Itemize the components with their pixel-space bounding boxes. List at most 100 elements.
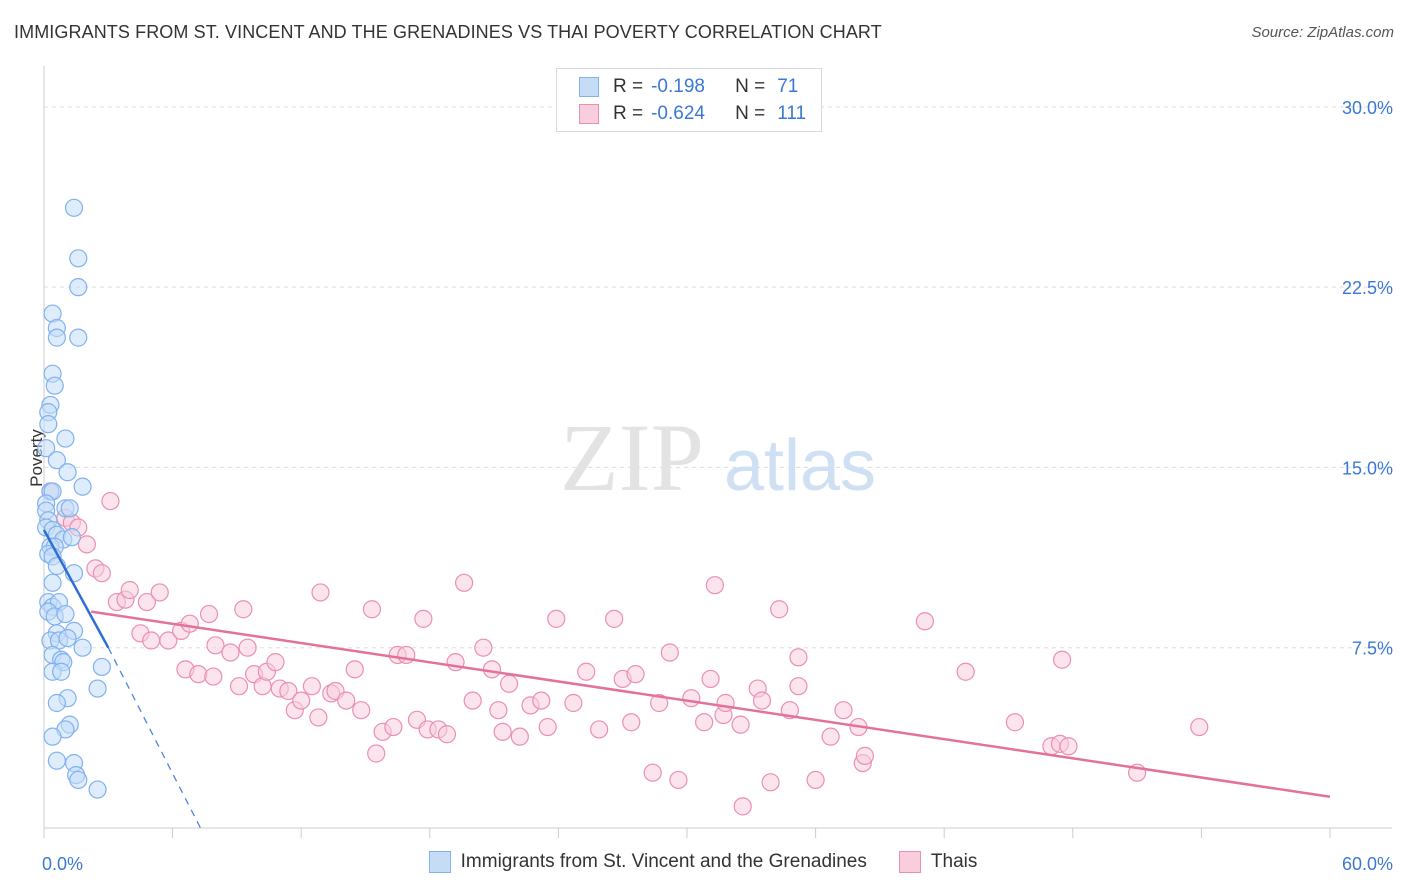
thais-point: [643, 763, 662, 782]
thais-point: [500, 674, 519, 693]
thais-point: [180, 614, 199, 633]
thais-point: [229, 677, 249, 696]
svg-point: [43, 573, 62, 592]
trend-line-svg: [42, 529, 110, 649]
svg-point: [73, 477, 92, 496]
legend-row-thais: R = -0.624 N = 111: [579, 101, 806, 127]
thais-point: [437, 725, 457, 744]
svg-point: [58, 628, 77, 648]
legend-row-svg: R = -0.198 N = 71: [579, 74, 798, 100]
thais-point: [789, 648, 808, 667]
thais-point: [463, 691, 482, 710]
svg-point: [69, 278, 88, 297]
thais-point: [770, 600, 789, 619]
correlation-legend: R = -0.198 N = 71 R = -0.624 N = 111: [556, 68, 822, 132]
legend-n-value: 111: [777, 103, 807, 124]
thais-point: [806, 770, 825, 790]
thais-point: [337, 691, 356, 710]
svg-point: [62, 528, 81, 547]
thais-point: [150, 583, 169, 602]
thais-point: [189, 665, 208, 684]
thais-point: [279, 681, 298, 701]
svg-point: [88, 679, 107, 698]
thais-point: [855, 746, 874, 765]
series-legend: Immigrants from St. Vincent and the Gren…: [0, 851, 1406, 873]
svg-point: [56, 429, 75, 448]
watermark-atlas: atlas: [724, 426, 876, 506]
svg-point: [47, 328, 66, 347]
thais-point: [1190, 717, 1209, 737]
series-svg-points: [37, 198, 111, 799]
legend-n-value: 71: [777, 76, 799, 97]
thais-point: [577, 662, 596, 681]
tick-labels: 7.5% 15.0% 22.5% 30.0% 0.0% 60.0%: [42, 98, 1393, 874]
thais-point: [101, 491, 120, 511]
x-tick-label: 0.0%: [42, 854, 83, 874]
thais-point: [538, 717, 557, 737]
svg-point: [69, 770, 88, 790]
thais-point: [733, 797, 752, 816]
y-tick-label: 30.0%: [1342, 98, 1393, 118]
legend-item-svg[interactable]: Immigrants from St. Vincent and the Gren…: [428, 851, 867, 873]
thais-point: [761, 773, 780, 792]
series-thais-points: [41, 482, 1209, 816]
thais-point: [309, 708, 328, 727]
y-tick-label: 15.0%: [1342, 458, 1393, 478]
x-tick-label: 60.0%: [1342, 854, 1393, 874]
thais-point: [705, 576, 724, 595]
thais-point: [1059, 737, 1078, 756]
thais-point: [352, 701, 371, 720]
thais-point: [731, 715, 750, 734]
svg-point: [47, 451, 66, 470]
thais-point: [454, 573, 474, 592]
svg-point: [64, 198, 84, 217]
legend-r-value: -0.624: [651, 103, 705, 124]
legend-swatch-thais: [898, 851, 921, 873]
svg-point: [69, 249, 88, 268]
svg-point: [52, 662, 71, 681]
svg-point: [73, 638, 92, 657]
thais-point: [564, 693, 583, 713]
thais-point: [266, 653, 285, 672]
thais-point: [834, 701, 853, 720]
thais-point: [682, 689, 701, 708]
gridlines: [44, 106, 1392, 649]
thais-point: [199, 604, 219, 624]
svg-point: [45, 376, 64, 395]
legend-item-label: Thais: [930, 851, 978, 872]
thais-point: [159, 631, 178, 650]
watermark: ZIP atlas: [560, 404, 876, 511]
svg-point: [60, 499, 79, 518]
y-tick-label: 22.5%: [1342, 278, 1393, 298]
thais-point: [238, 638, 257, 657]
thais-point: [752, 691, 772, 710]
trend-lines: [42, 529, 1331, 829]
y-tick-label: 7.5%: [1352, 639, 1393, 659]
trend-line-thais: [90, 610, 1331, 798]
legend-r-label: R =: [613, 76, 644, 97]
thais-point: [695, 713, 714, 732]
thais-point: [701, 669, 720, 689]
svg-point: [43, 727, 62, 746]
thais-point: [120, 580, 139, 600]
thais-point: [362, 600, 382, 619]
thais-point: [510, 727, 529, 746]
svg-point: [47, 751, 66, 770]
legend-swatch-svg: [579, 77, 599, 97]
thais-point: [547, 609, 566, 628]
thais-point: [660, 643, 679, 662]
legend-item-thais[interactable]: Thais: [898, 851, 978, 873]
thais-point: [77, 535, 96, 554]
thais-point: [367, 744, 386, 763]
thais-point: [1052, 650, 1072, 669]
legend-swatch-thais: [579, 104, 599, 124]
thais-point: [206, 636, 225, 655]
svg-point: [47, 693, 66, 713]
chart-title: IMMIGRANTS FROM ST. VINCENT AND THE GREN…: [14, 22, 882, 42]
thais-point: [302, 677, 322, 696]
thais-point: [311, 583, 330, 602]
svg-point: [39, 415, 58, 434]
thais-point: [915, 612, 935, 631]
thais-point: [474, 638, 493, 657]
